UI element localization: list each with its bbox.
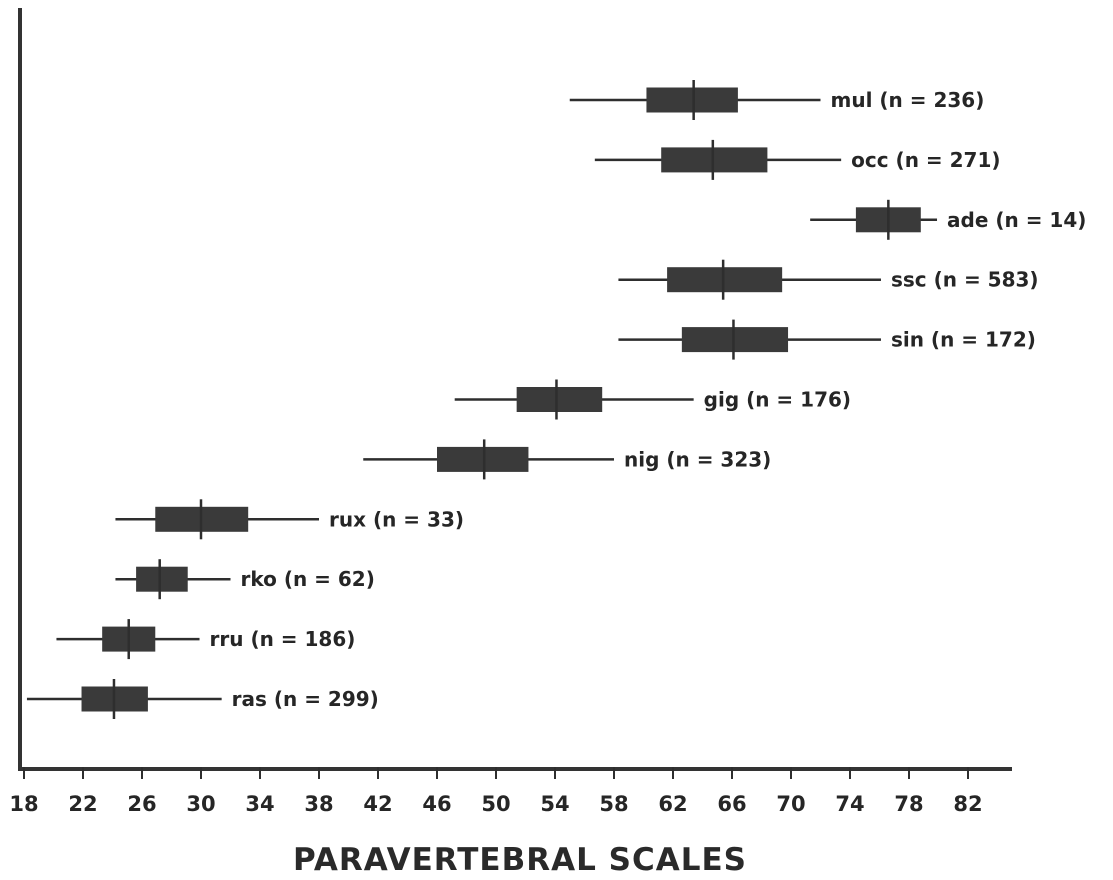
x-tick-label: 78 [894,792,923,816]
series-label: nig (n = 323) [624,447,771,471]
x-tick-label: 74 [835,792,864,816]
series-label: sin (n = 172) [891,328,1036,352]
series-label: ras (n = 299) [232,687,379,711]
x-tick-label: 62 [658,792,687,816]
iqr-box [516,387,603,412]
x-tick-label: 46 [422,792,451,816]
x-tick-label: 42 [363,792,392,816]
x-tick-label: 58 [599,792,628,816]
x-axis-title: PARAVERTEBRAL SCALES [293,842,747,878]
x-tick-label: 54 [540,792,569,816]
series-label: mul (n = 236) [831,88,985,112]
series-ras: ras (n = 299) [26,679,379,719]
x-tick-label: 70 [776,792,805,816]
x-tick-label: 34 [245,792,274,816]
series-rux: rux (n = 33) [115,499,464,540]
series-boxes: mul (n = 236) occ (n = 271) ade (n = 14) ss… [26,80,1086,719]
x-tick-label: 66 [717,792,746,816]
series-rru: rru (n = 186) [56,619,356,660]
x-tick-label: 18 [9,792,38,816]
series-label: gig (n = 176) [704,388,851,412]
x-tick-label: 22 [68,792,97,816]
series-label: rru (n = 186) [210,627,356,651]
iqr-box [646,87,738,113]
series-label: ade (n = 14) [947,208,1086,232]
series-label: rux (n = 33) [329,507,464,531]
iqr-box [136,566,188,592]
x-tick-label: 26 [127,792,156,816]
series-mul: mul (n = 236) [569,80,985,120]
series-ssc: ssc (n = 583) [618,259,1039,300]
x-axis-tick-labels: 18 22 26 30 34 38 42 46 50 54 58 62 66 70 74 78 82 [9,792,982,816]
x-tick-label: 50 [481,792,510,816]
x-tick-label: 30 [186,792,215,816]
iqr-box [681,327,789,353]
series-rko: rko (n = 62) [115,559,375,600]
series-label: ssc (n = 583) [891,268,1039,292]
iqr-box [661,147,768,173]
series-ade: ade (n = 14) [810,199,1086,240]
series-gig: gig (n = 176) [454,379,851,420]
x-axis-ticks [23,767,969,779]
series-label: occ (n = 271) [851,148,1000,172]
iqr-box [667,267,783,293]
series-label: rko (n = 62) [241,567,375,591]
series-sin: sin (n = 172) [618,319,1036,360]
x-tick-label: 82 [953,792,982,816]
series-occ: occ (n = 271) [594,139,1001,180]
iqr-box [437,446,529,472]
series-nig: nig (n = 323) [363,439,771,480]
x-tick-label: 38 [304,792,333,816]
